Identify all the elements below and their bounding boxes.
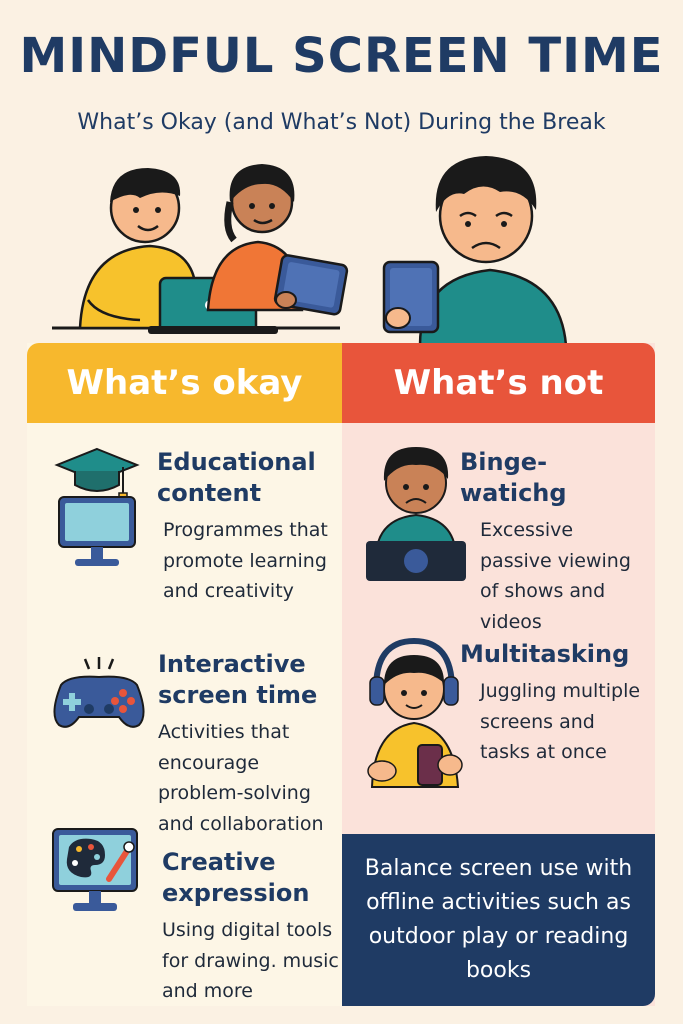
okay-heading: What’s okay (27, 343, 342, 423)
page-subtitle: What’s Okay (and What’s Not) During the … (77, 110, 606, 135)
item-text: Excessive passive viewing of shows and v… (480, 519, 631, 633)
okay-column: What’s okay Educational content Programm… (27, 343, 342, 1006)
item-text: Programmes that promote learning and cre… (163, 519, 328, 603)
item-title: Multitasking (460, 640, 630, 668)
sad-kid-tablet-icon (382, 156, 568, 345)
kid-headphones-phone-icon (367, 637, 463, 788)
paint-monitor-icon (52, 828, 138, 911)
item-text: Using digital tools for drawing. music a… (162, 919, 339, 1003)
balance-note: Balance screen use with offline activiti… (342, 834, 655, 1006)
item-title: Creative expression (162, 848, 310, 908)
not-heading: What’s not (342, 343, 655, 423)
kid-tablet-icon (206, 164, 349, 316)
graduation-monitor-icon (54, 447, 140, 566)
item-title: Interactive screen time (158, 650, 318, 710)
item-text: Activities that encourage problem-solvin… (158, 721, 324, 835)
list-item: Binge-watichg Excessive passive viewing … (460, 447, 650, 637)
hero-illustration (52, 156, 568, 345)
list-item: Educational content Programmes that prom… (157, 447, 337, 607)
item-text: Juggling multiple screens and tasks at o… (480, 680, 641, 763)
list-item: Interactive screen time Activities that … (158, 649, 340, 839)
gamepad-icon (53, 657, 145, 728)
list-item: Creative expression Using digital tools … (162, 847, 342, 1007)
sad-kid-laptop-icon (366, 447, 466, 581)
page-title: MINDFUL SCREEN TIME (19, 28, 664, 84)
item-title: Educational content (157, 448, 316, 508)
list-item: Multitasking Juggling multiple screens a… (460, 639, 650, 767)
item-title: Binge-watichg (460, 448, 567, 508)
